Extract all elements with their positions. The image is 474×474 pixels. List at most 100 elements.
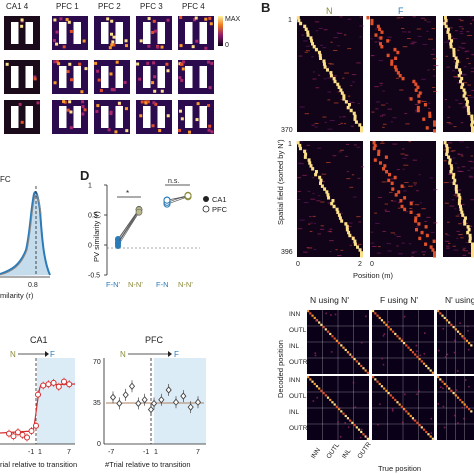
heatmap-diagonal xyxy=(380,30,384,34)
heatmap-speckle xyxy=(452,245,456,247)
rate-hotspot xyxy=(109,110,113,114)
d-ca1-point-nn xyxy=(135,208,143,216)
heatmap-speckle xyxy=(380,104,386,106)
d-sig-ns: n.s. xyxy=(168,178,179,185)
heatmap-diagonal xyxy=(471,129,474,133)
heatmap-diagonal xyxy=(417,100,421,104)
matrix-diagonal xyxy=(427,433,430,436)
f-row-label: OUTL xyxy=(289,393,307,400)
heatmap-speckle xyxy=(401,242,406,244)
heatmap-speckle xyxy=(370,231,374,233)
heatmap-speckle xyxy=(333,102,339,104)
heatmap-speckle xyxy=(297,228,303,230)
b-tick-top-370: 370 xyxy=(281,127,293,134)
heatmap-diagonal xyxy=(330,201,334,206)
heatmap-speckle xyxy=(329,251,332,253)
rate-hotspot xyxy=(55,30,59,34)
rate-hotspot xyxy=(160,45,164,49)
heatmap-speckle xyxy=(469,23,472,25)
matrix-diagonal xyxy=(346,351,350,354)
heatmap-speckle xyxy=(457,167,460,169)
matrix-speckle xyxy=(360,341,363,344)
heatmap-speckle xyxy=(327,66,331,68)
heatmap-speckle xyxy=(462,249,465,251)
e-pfc-point xyxy=(194,398,202,406)
heatmap-diagonal xyxy=(471,254,474,258)
f-col-label: OUTR xyxy=(356,441,372,460)
heatmap-speckle xyxy=(464,51,468,53)
heatmap-speckle xyxy=(348,222,353,224)
heatmap-speckle xyxy=(457,49,460,51)
panel-f: N using N' F using N' N' using Decoded p… xyxy=(276,295,474,473)
matrix-speckle xyxy=(314,352,317,354)
rate-hotspot xyxy=(125,129,129,133)
heatmap-diagonal xyxy=(296,141,300,145)
maze-arm xyxy=(81,16,88,50)
rate-hotspot xyxy=(210,61,214,65)
rate-hotspot xyxy=(153,89,157,93)
matrix-diagonal xyxy=(400,405,403,408)
heatmap-speckle xyxy=(432,48,435,50)
maze-arm xyxy=(123,60,130,94)
heatmap-speckle xyxy=(414,109,417,111)
rate-hotspot xyxy=(144,101,148,105)
d-xcat-3: N-N' xyxy=(178,280,193,289)
matrix-diagonal xyxy=(403,342,406,345)
rate-hotspot xyxy=(180,117,184,121)
heatmap-speckle xyxy=(385,210,391,212)
rate-hotspot xyxy=(78,62,82,66)
matrix-diagonal xyxy=(454,328,457,331)
heatmap-diagonal xyxy=(466,105,470,110)
heatmap-speckle xyxy=(329,228,333,230)
rate-map xyxy=(4,16,40,50)
rate-hotspot xyxy=(207,104,211,108)
heatmap-diagonal xyxy=(457,193,461,197)
matrix-diagonal xyxy=(411,351,415,354)
matrix-speckle xyxy=(337,421,339,423)
rate-hotspot xyxy=(53,18,57,22)
matrix-speckle xyxy=(459,322,461,325)
d-ylabel: PV similarity (r) xyxy=(92,211,101,262)
heatmap-speckle xyxy=(428,108,431,110)
matrix-diagonal xyxy=(443,316,446,320)
f-header-0: N using N' xyxy=(310,295,349,305)
heatmap-speckle xyxy=(421,251,426,253)
matrix-speckle xyxy=(379,403,381,406)
matrix-speckle xyxy=(455,389,458,391)
field-heatmap xyxy=(443,16,474,133)
heatmap-speckle xyxy=(390,232,396,234)
heatmap-diagonal xyxy=(304,27,308,31)
matrix-diagonal xyxy=(448,321,451,324)
heatmap-speckle xyxy=(461,42,466,44)
matrix-diagonal xyxy=(378,316,381,320)
heatmap-speckle xyxy=(455,30,458,32)
heatmap-speckle xyxy=(394,234,397,236)
heatmap-speckle xyxy=(311,56,314,58)
rate-hotspot xyxy=(208,16,212,20)
heatmap-speckle xyxy=(468,225,472,227)
maze-arm xyxy=(66,16,74,50)
heatmap-diagonal xyxy=(467,228,471,232)
heatmap-diagonal xyxy=(412,79,416,84)
maze-arm xyxy=(94,100,101,134)
matrix-speckle xyxy=(454,414,456,417)
rate-hotspot xyxy=(136,62,140,66)
matrix-diagonal xyxy=(372,376,375,379)
heatmap-diagonal xyxy=(396,50,400,55)
matrix-speckle xyxy=(338,407,341,409)
rate-hotspot xyxy=(139,114,143,118)
heatmap-diagonal xyxy=(400,184,404,188)
decoding-matrix xyxy=(307,310,369,374)
heatmap-speckle xyxy=(376,252,382,254)
rate-hotspot xyxy=(112,43,116,47)
heatmap-speckle xyxy=(455,99,459,101)
heatmap-speckle xyxy=(405,123,410,125)
f-col-label: INL xyxy=(341,448,353,461)
heatmap-diagonal xyxy=(414,219,418,223)
heatmap-speckle xyxy=(430,53,435,55)
rate-hotspot xyxy=(95,109,99,113)
rate-hotspot xyxy=(195,118,199,122)
heatmap-speckle xyxy=(346,171,350,173)
heatmap-diagonal xyxy=(358,123,362,127)
heatmap-speckle xyxy=(326,162,331,164)
